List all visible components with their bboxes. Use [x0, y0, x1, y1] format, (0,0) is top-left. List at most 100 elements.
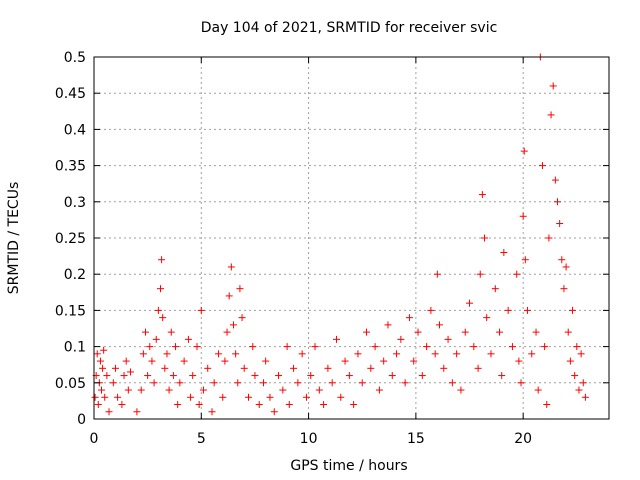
data-point	[99, 364, 107, 372]
data-point	[225, 292, 233, 300]
data-point	[577, 350, 585, 358]
data-point	[124, 386, 132, 394]
data-point	[562, 263, 570, 271]
data-point	[427, 306, 435, 314]
y-tick-label: 0.4	[64, 122, 86, 138]
data-point	[193, 343, 201, 351]
data-point	[229, 321, 237, 329]
data-point	[431, 350, 439, 358]
data-point	[500, 248, 508, 256]
data-point	[358, 379, 366, 387]
data-point	[545, 234, 553, 242]
data-point	[176, 379, 184, 387]
data-point	[384, 321, 392, 329]
data-point	[470, 343, 478, 351]
data-point	[433, 270, 441, 278]
data-point	[154, 306, 162, 314]
x-tick-label: 0	[90, 431, 99, 447]
data-point	[262, 357, 270, 365]
data-point	[483, 314, 491, 322]
data-point	[517, 379, 525, 387]
data-point	[139, 350, 147, 358]
data-point	[504, 306, 512, 314]
data-point	[234, 379, 242, 387]
data-point	[122, 357, 130, 365]
x-tick-label: 5	[197, 431, 206, 447]
data-point	[474, 364, 482, 372]
data-point	[311, 343, 319, 351]
data-point	[94, 401, 102, 409]
data-point	[118, 401, 126, 409]
data-point	[114, 393, 122, 401]
data-point	[126, 368, 134, 376]
ticks: 0 0.05 0.1 0.15 0.2 0.25 0.3 0.35 0.4 0.45 0.5 0 5 10…	[55, 50, 609, 447]
data-point	[111, 364, 119, 372]
x-tick-label: 20	[514, 431, 532, 447]
data-point	[103, 372, 111, 380]
data-point	[444, 335, 452, 343]
data-point	[210, 379, 218, 387]
data-point	[249, 343, 257, 351]
data-point	[180, 357, 188, 365]
data-point	[290, 364, 298, 372]
data-point	[566, 357, 574, 365]
data-point	[393, 350, 401, 358]
data-point	[453, 350, 461, 358]
data-point	[519, 212, 527, 220]
data-point	[120, 372, 128, 380]
data-point	[345, 372, 353, 380]
data-point	[560, 285, 568, 293]
plot-frame	[93, 56, 610, 420]
data-point	[152, 335, 160, 343]
x-axis-label: GPS time / hours	[290, 458, 407, 474]
data-point	[558, 256, 566, 264]
data-point	[279, 386, 287, 394]
data-point	[332, 335, 340, 343]
y-tick-label: 0.1	[64, 340, 86, 356]
data-point	[219, 393, 227, 401]
data-point	[148, 357, 156, 365]
data-point	[367, 364, 375, 372]
data-point	[270, 408, 278, 416]
data-point	[172, 343, 180, 351]
data-point	[150, 379, 158, 387]
data-point	[523, 306, 531, 314]
data-point	[481, 234, 489, 242]
data-point	[423, 343, 431, 351]
y-tick-label: 0.2	[64, 267, 86, 283]
data-point	[101, 393, 109, 401]
data-point	[579, 379, 587, 387]
data-point	[418, 372, 426, 380]
data-point	[448, 379, 456, 387]
data-point	[245, 393, 252, 401]
data-point	[397, 335, 405, 343]
data-point	[283, 343, 291, 351]
data-point	[315, 386, 323, 394]
data-point	[105, 408, 113, 416]
data-point	[158, 256, 166, 264]
data-point	[405, 314, 413, 322]
chart-title: Day 104 of 2021, SRMTID for receiver svi…	[201, 20, 498, 36]
data-point	[93, 350, 101, 358]
data-point	[165, 386, 173, 394]
data-point	[551, 176, 559, 184]
data-point	[515, 357, 523, 365]
data-point	[251, 372, 259, 380]
data-point	[174, 401, 182, 409]
data-point	[435, 321, 443, 329]
data-point	[528, 350, 536, 358]
data-point	[189, 372, 197, 380]
data-point	[137, 386, 145, 394]
data-point	[167, 328, 175, 336]
y-axis-label: SRMTID / TECUs	[6, 182, 22, 295]
data-point	[142, 328, 149, 336]
data-point	[543, 401, 551, 409]
data-point	[157, 285, 165, 293]
data-point	[414, 328, 422, 336]
data-point	[513, 270, 521, 278]
data-point	[100, 346, 108, 354]
y-tick-label: 0.45	[55, 86, 86, 102]
data-point	[260, 379, 268, 387]
data-point	[569, 306, 577, 314]
data-point	[204, 364, 212, 372]
